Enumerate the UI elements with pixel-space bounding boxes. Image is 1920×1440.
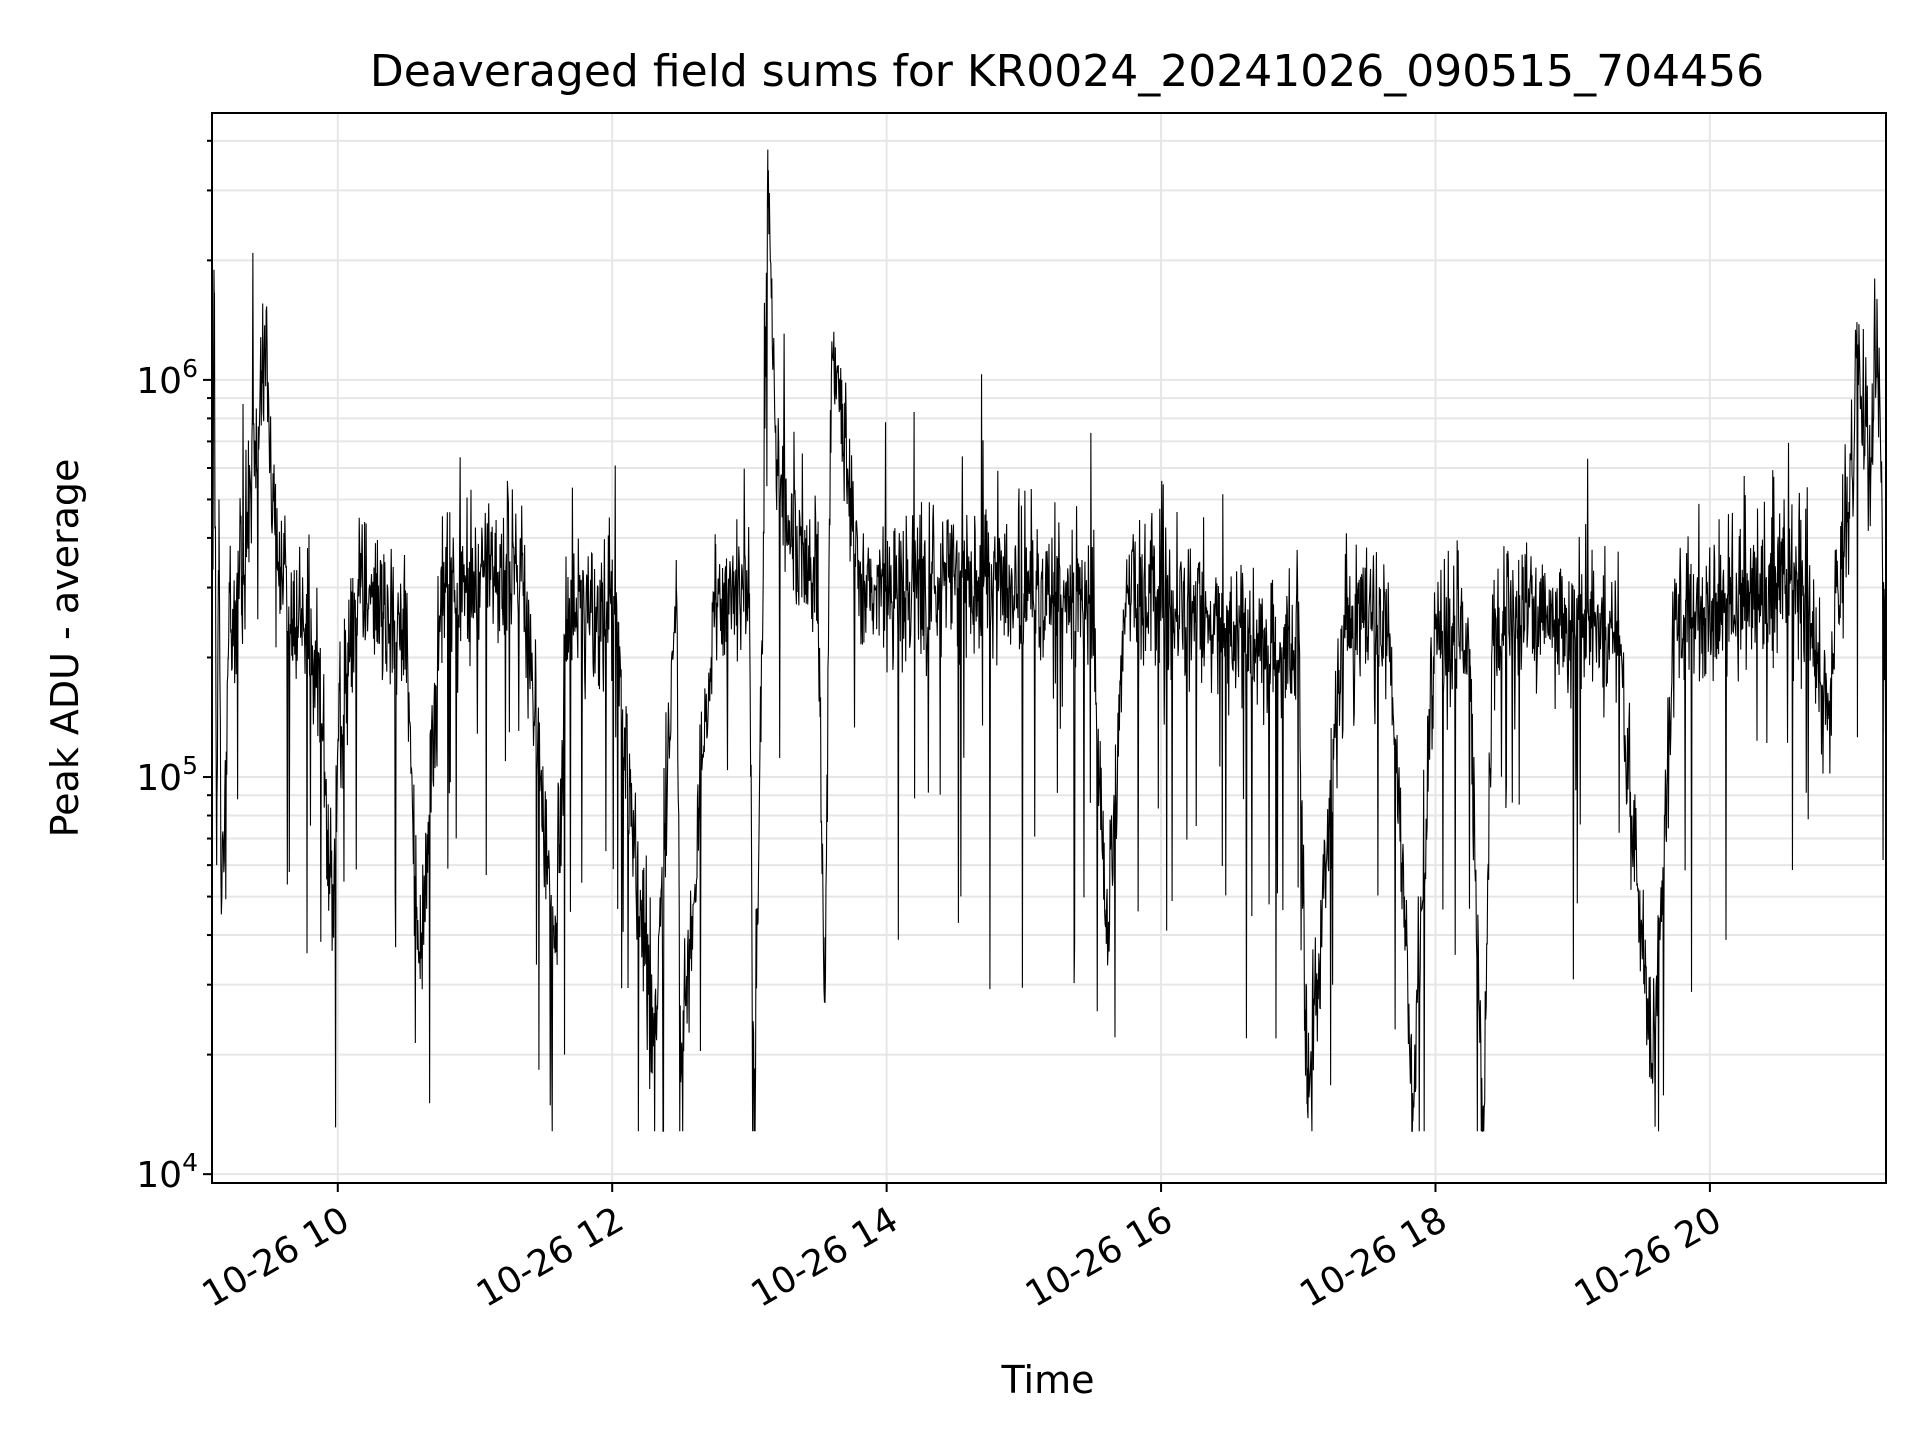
y-tick-label: 106 — [136, 354, 198, 402]
series-line — [212, 149, 1886, 1132]
y-tick-exponent: 6 — [182, 354, 198, 383]
plot-area — [212, 149, 1886, 1132]
y-tick-base: 10 — [136, 1155, 182, 1196]
x-tick-label: 10-26 14 — [744, 1199, 905, 1315]
y-tick-base: 10 — [136, 758, 182, 799]
x-axis-label: Time — [1001, 1358, 1095, 1402]
x-axis: 10-26 10 10-26 12 10-26 14 10-26 16 10-26 18… — [196, 1183, 1729, 1316]
chart-title: Deaveraged field sums for KR0024_2024102… — [370, 46, 1764, 97]
grid — [212, 113, 1886, 1183]
y-tick-label: 104 — [136, 1148, 198, 1196]
x-tick-label: 10-26 18 — [1293, 1199, 1454, 1315]
y-tick-label: 105 — [136, 751, 198, 799]
y-tick-exponent: 4 — [182, 1148, 198, 1177]
plot-frame — [211, 112, 1887, 1184]
x-tick-label: 10-26 10 — [196, 1199, 357, 1315]
x-tick-label: 10-26 12 — [470, 1199, 631, 1315]
y-tick-base: 10 — [136, 361, 182, 402]
y-axis-label: Peak ADU - average — [43, 459, 87, 838]
y-tick-exponent: 5 — [182, 751, 198, 780]
x-tick-label: 10-26 20 — [1568, 1199, 1729, 1315]
x-tick-label: 10-26 16 — [1019, 1199, 1180, 1315]
